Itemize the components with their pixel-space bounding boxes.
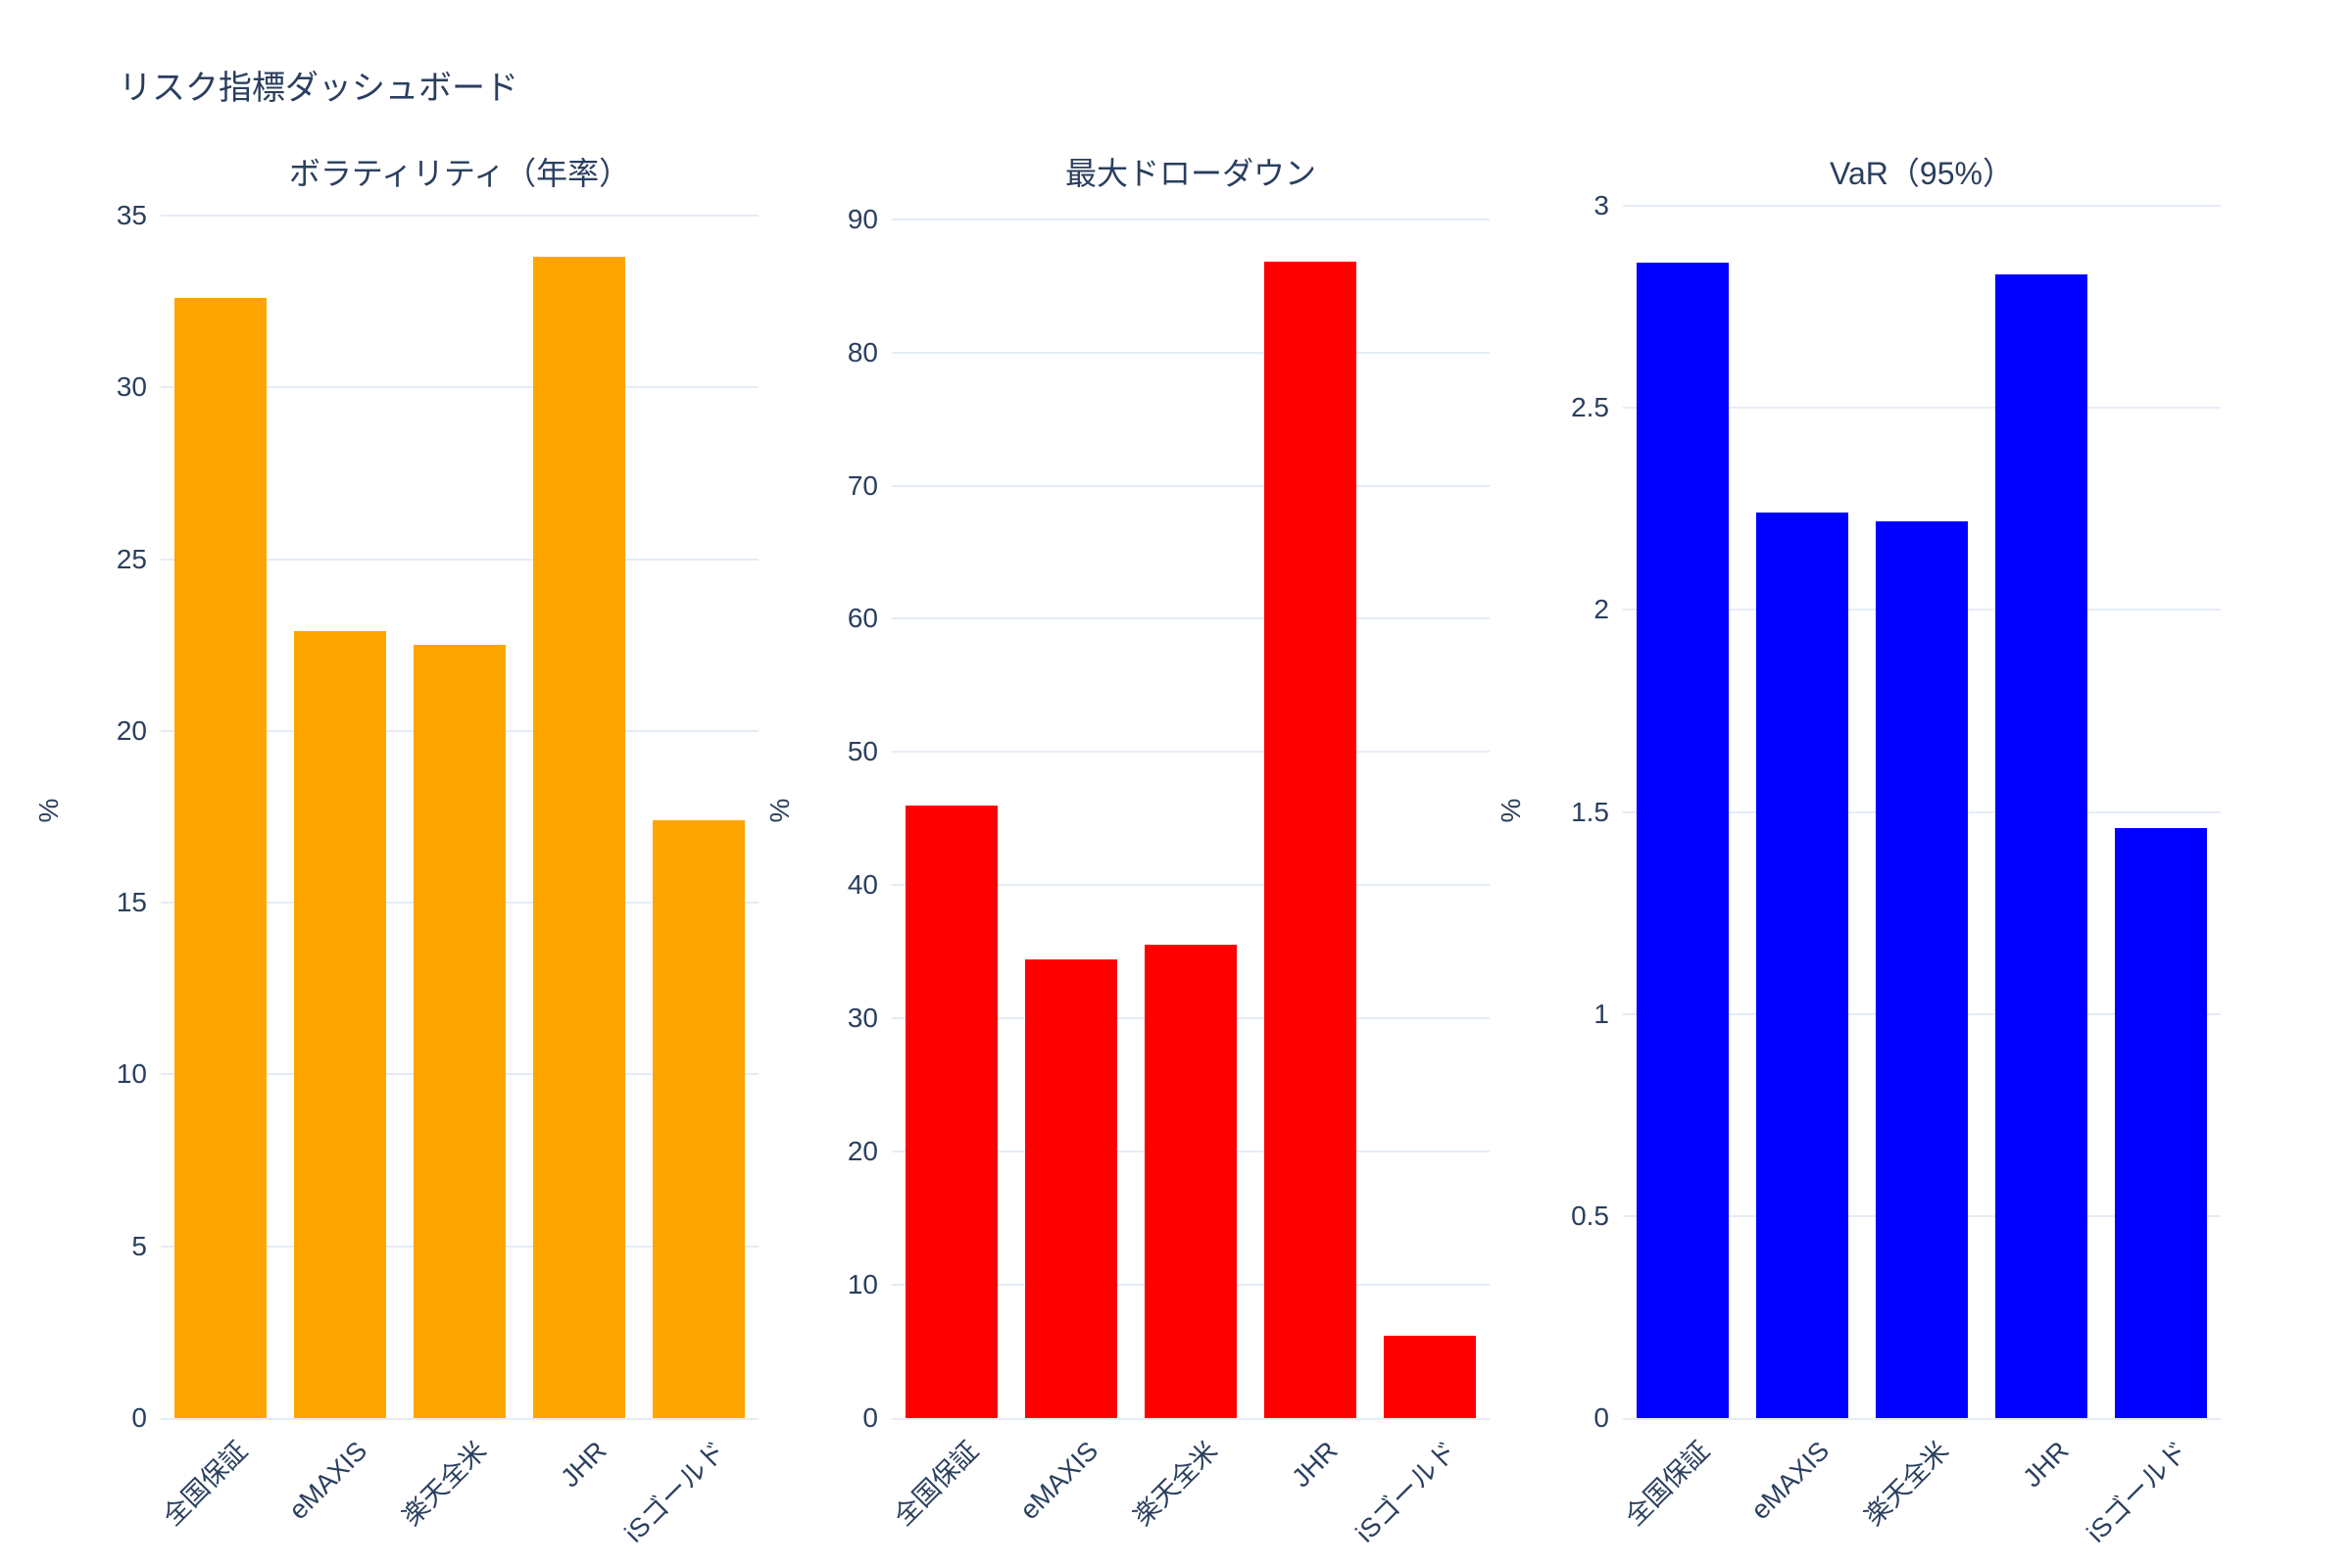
y-tick-label: 90 — [847, 203, 878, 234]
y-tick-label: 10 — [116, 1058, 147, 1090]
y-tick-label: 20 — [847, 1136, 878, 1167]
x-tick-label: 全国保証 — [157, 1436, 254, 1532]
x-tick-label: 全国保証 — [888, 1436, 985, 1532]
bar-全国保証[interactable] — [1637, 263, 1729, 1418]
chart-panel-var: VaR（95%） % 0 0.5 1 1.5 2 2.5 3 全国保証 eMAXIS 楽天全米 JH… — [1495, 0, 2221, 1568]
y-tick-label: 15 — [116, 887, 147, 918]
y-tick-label: 50 — [847, 736, 878, 767]
chart-title-drawdown: 最大ドローダウン — [1064, 156, 1316, 191]
bar-JHR[interactable] — [1264, 262, 1356, 1418]
x-tick-label: JHR — [1285, 1436, 1344, 1494]
gridline — [1623, 407, 2221, 410]
gridline — [892, 351, 1490, 354]
bar-eMAXIS[interactable] — [1756, 513, 1848, 1418]
y-tick-label: 0.5 — [1571, 1200, 1609, 1231]
y-tick-label: 30 — [847, 1003, 878, 1034]
y-tick-label: 5 — [131, 1230, 147, 1261]
plot-area-drawdown: % 0 10 20 30 40 50 60 70 80 90 全国保証 eMAXIS 楽天全米 JHR iS… — [764, 202, 1490, 1548]
bar-iSゴールド[interactable] — [653, 820, 745, 1418]
x-tick-label: eMAXIS — [282, 1436, 373, 1526]
x-tick-label: 楽天全米 — [396, 1436, 493, 1532]
y-tick-label: 1.5 — [1571, 796, 1609, 827]
bar-iSゴールド[interactable] — [2115, 828, 2207, 1418]
gridline — [892, 218, 1490, 220]
plot-area-volatility: % 0 5 10 15 20 25 30 35 全国保証 eMAXIS 楽天全米 JHR iSゴールド — [33, 200, 759, 1548]
gridline — [892, 617, 1490, 620]
y-tick-label: 20 — [116, 714, 147, 746]
x-tick-label: eMAXIS — [1013, 1436, 1104, 1526]
bar-全国保証[interactable] — [906, 806, 998, 1418]
bar-eMAXIS[interactable] — [294, 631, 386, 1418]
bar-JHR[interactable] — [1995, 274, 2087, 1418]
y-tick-label: 35 — [116, 200, 147, 231]
x-tick-label: iSゴールド — [618, 1436, 732, 1548]
y-tick-label: 70 — [847, 469, 878, 501]
bar-eMAXIS[interactable] — [1025, 959, 1117, 1418]
y-tick-label: 60 — [847, 603, 878, 634]
y-tick-label: 0 — [862, 1402, 878, 1433]
x-tick-label: iSゴールド — [1349, 1436, 1463, 1548]
y-tick-label: 40 — [847, 869, 878, 901]
y-tick-label: 10 — [847, 1269, 878, 1300]
x-tick-label: eMAXIS — [1744, 1436, 1836, 1526]
page-title: リスク指標ダッシュボード — [119, 70, 518, 107]
x-tick-label: 全国保証 — [1619, 1436, 1716, 1532]
x-tick-label: JHR — [2016, 1436, 2075, 1494]
gridline — [892, 884, 1490, 887]
y-axis-title: % — [764, 798, 795, 822]
x-tick-label: iSゴールド — [2081, 1436, 2194, 1548]
gridline — [161, 558, 759, 561]
plot-area-var: % 0 0.5 1 1.5 2 2.5 3 全国保証 eMAXIS 楽天全米 JHR iSゴールド — [1495, 190, 2221, 1548]
bar-楽天全米[interactable] — [414, 645, 506, 1418]
y-tick-label: 0 — [131, 1402, 147, 1433]
y-tick-label: 3 — [1593, 190, 1609, 221]
chart-panel-drawdown: 最大ドローダウン % 0 10 20 30 40 50 60 70 80 90 全国保証 eMAXIS… — [764, 0, 1490, 1568]
y-tick-label: 80 — [847, 336, 878, 368]
bar-JHR[interactable] — [533, 257, 625, 1418]
y-tick-label: 1 — [1593, 998, 1609, 1029]
x-tick-label: JHR — [554, 1436, 612, 1494]
chart-title-volatility: ボラティリティ（年率） — [288, 156, 631, 191]
x-tick-label: 楽天全米 — [1858, 1436, 1955, 1532]
y-tick-label: 25 — [116, 543, 147, 574]
gridline — [892, 484, 1490, 487]
bar-全国保証[interactable] — [174, 298, 267, 1418]
y-tick-label: 30 — [116, 371, 147, 403]
bar-iSゴールド[interactable] — [1384, 1336, 1476, 1418]
y-axis-title: % — [33, 798, 64, 822]
x-tick-label: 楽天全米 — [1127, 1436, 1224, 1532]
bar-楽天全米[interactable] — [1145, 945, 1237, 1418]
chart-panel-volatility: ボラティリティ（年率） % 0 5 10 15 20 25 30 35 全国保証 eMAXIS 楽天… — [33, 0, 759, 1568]
gridline — [1623, 205, 2221, 208]
y-tick-label: 0 — [1593, 1402, 1609, 1433]
bar-楽天全米[interactable] — [1876, 521, 1968, 1418]
gridline — [892, 751, 1490, 754]
gridline — [161, 215, 759, 218]
chart-title-var: VaR（95%） — [1830, 156, 2014, 191]
y-tick-label: 2.5 — [1571, 392, 1609, 423]
gridline — [161, 386, 759, 389]
y-tick-label: 2 — [1593, 594, 1609, 625]
